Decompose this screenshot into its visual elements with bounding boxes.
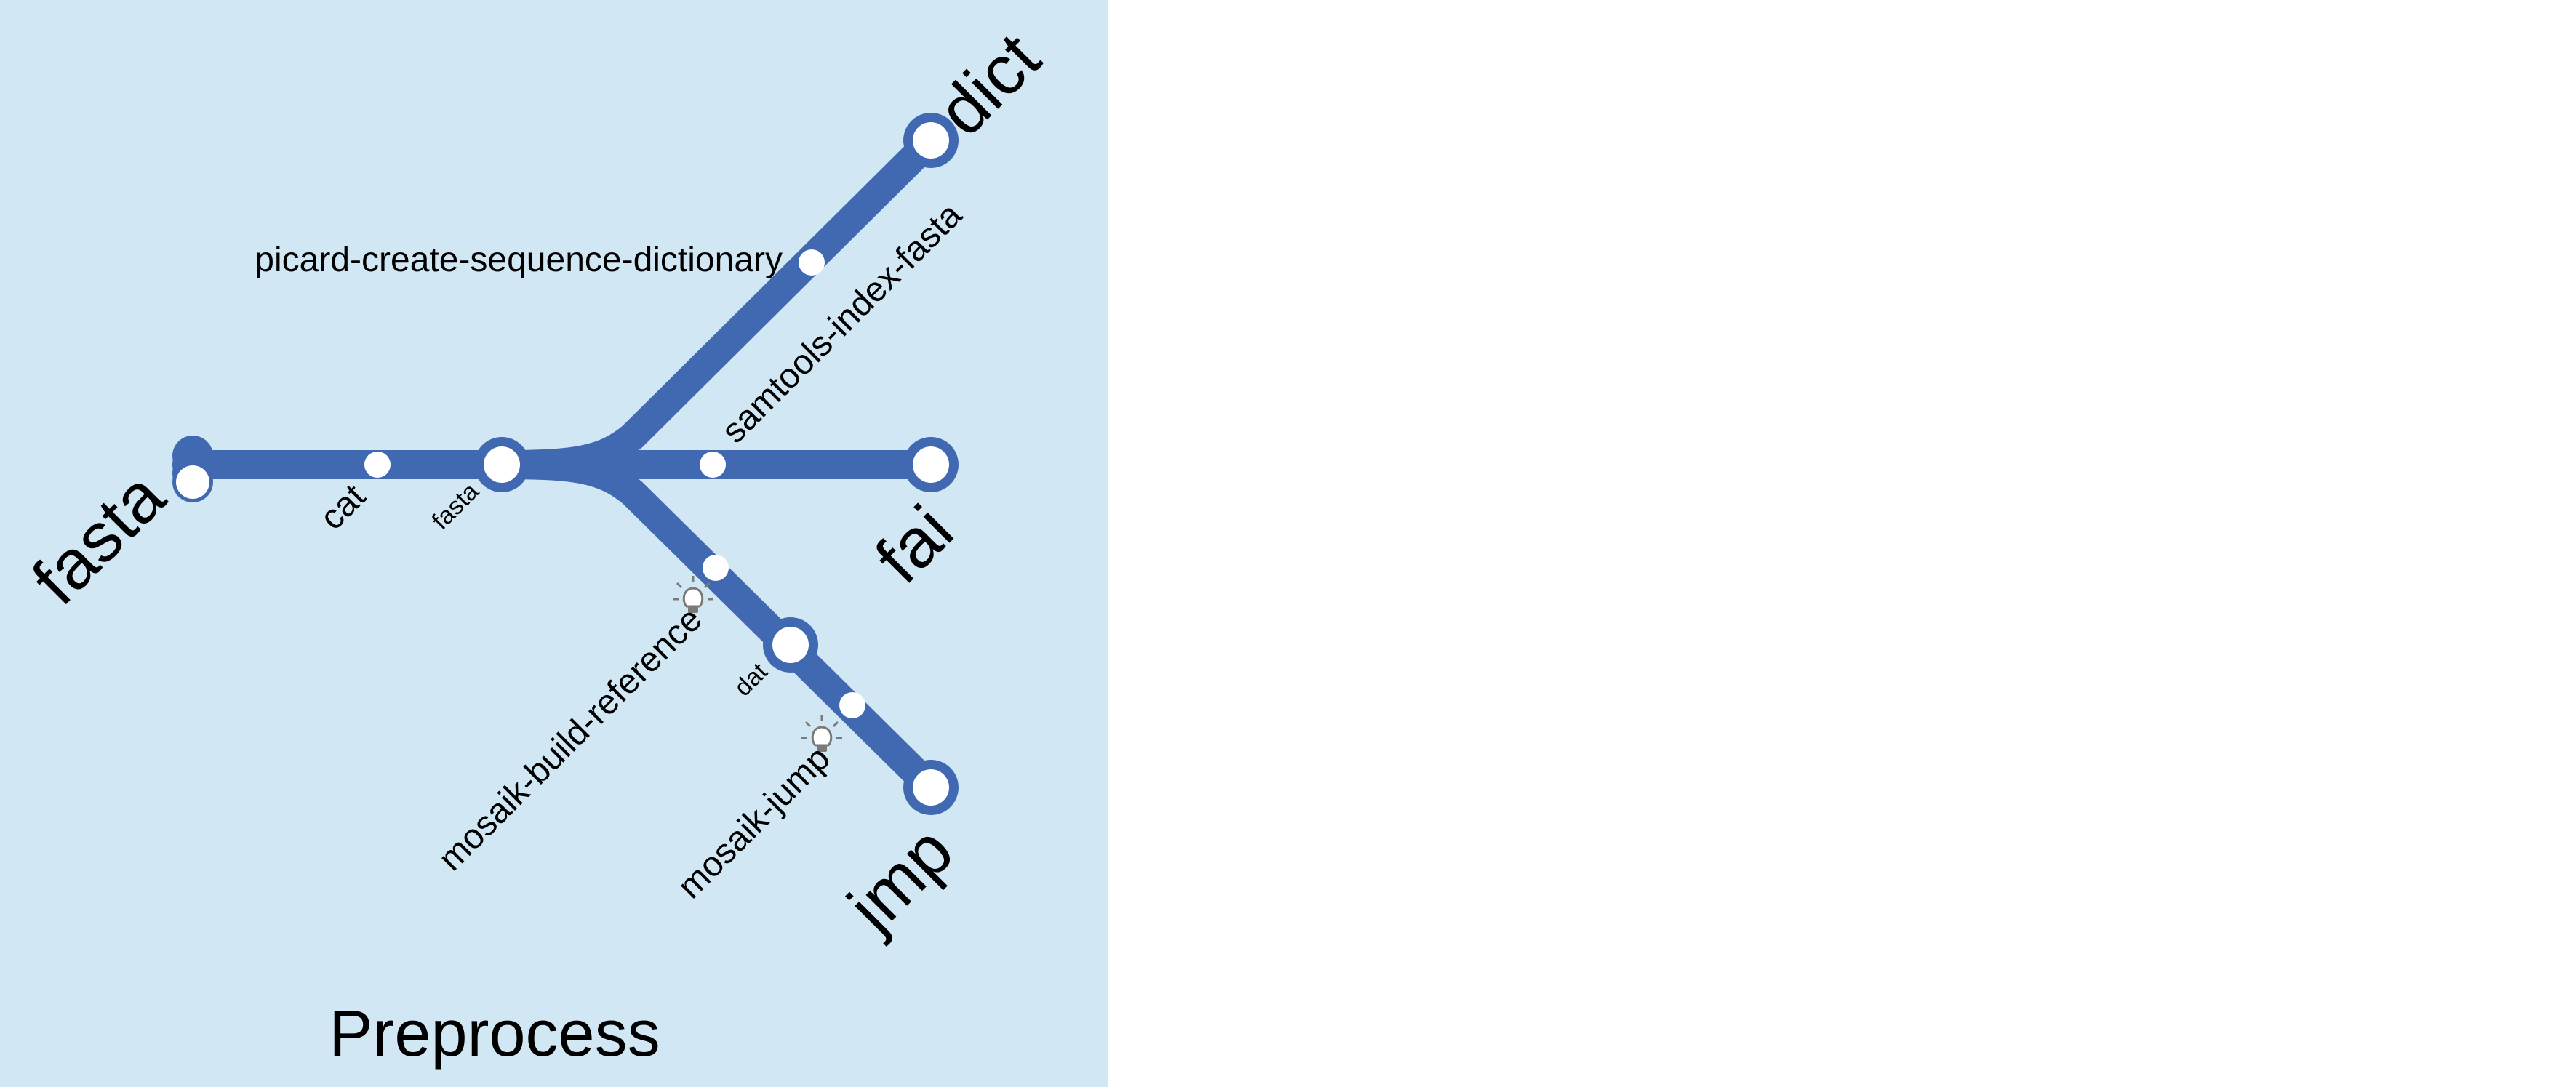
jmp-file-node[interactable] (903, 760, 959, 815)
mosaik-build-step-node[interactable] (703, 555, 729, 581)
panel-background (0, 0, 1108, 1087)
fasta-input-node[interactable] (172, 436, 213, 502)
samtools-step-node[interactable] (700, 452, 726, 478)
picard-step-node[interactable] (799, 249, 825, 276)
cat-step-node[interactable] (364, 452, 391, 478)
panel-title: Preprocess (329, 998, 660, 1070)
fai-file-node[interactable] (903, 437, 959, 492)
fasta-file-node[interactable] (474, 437, 529, 492)
dat-file-node[interactable] (763, 617, 818, 673)
dict-file-node[interactable] (903, 113, 959, 168)
mosaik-jump-step-node[interactable] (839, 692, 865, 718)
picard-step-label: picard-create-sequence-dictionary (255, 241, 783, 279)
